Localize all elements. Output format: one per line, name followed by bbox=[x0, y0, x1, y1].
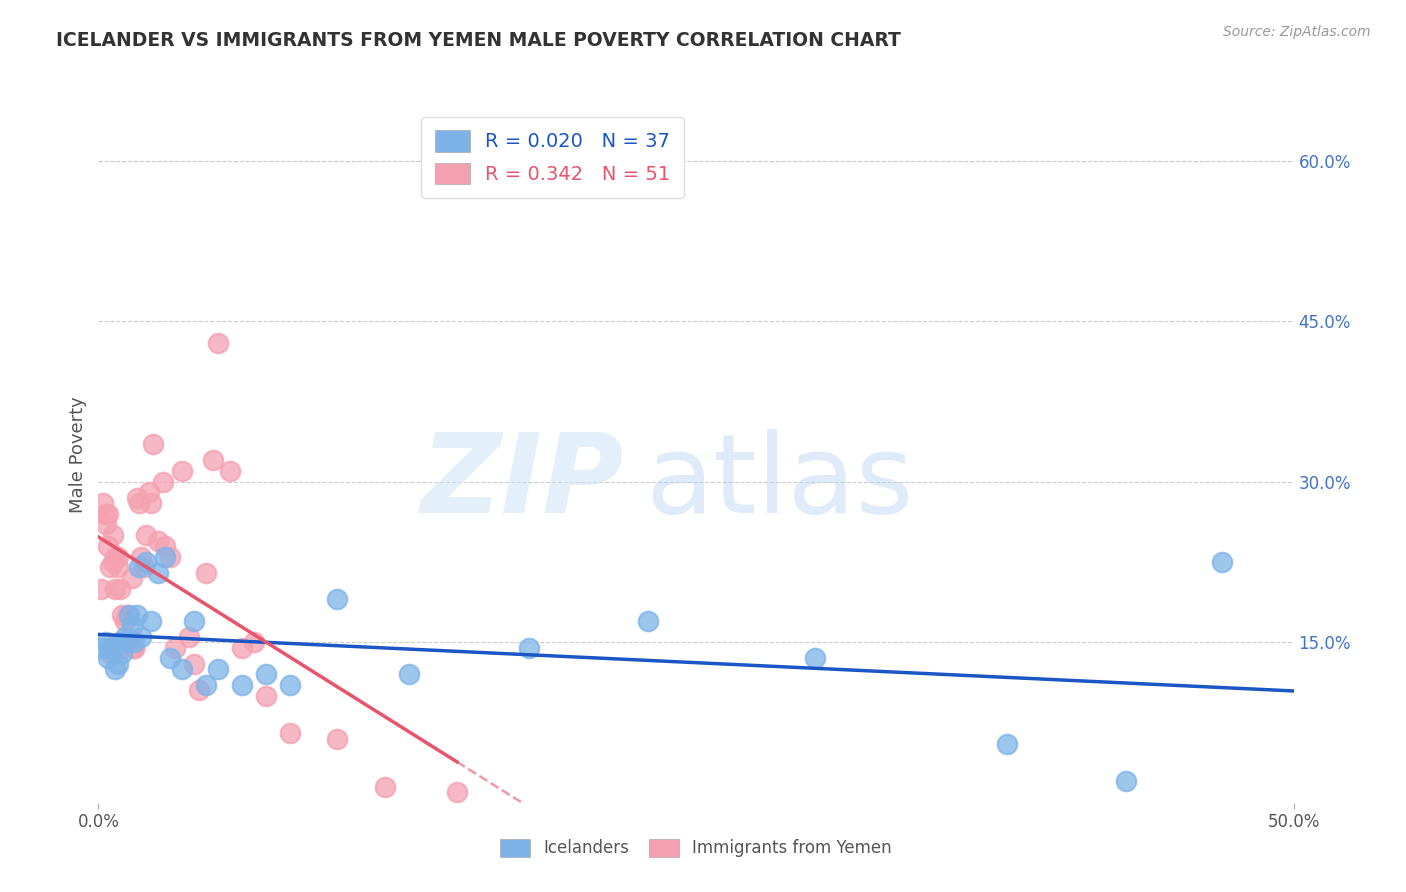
Legend: Icelanders, Immigrants from Yemen: Icelanders, Immigrants from Yemen bbox=[494, 832, 898, 864]
Point bbox=[243, 635, 266, 649]
Point bbox=[517, 640, 540, 655]
Point bbox=[1211, 555, 1233, 569]
Point bbox=[131, 549, 153, 564]
Point bbox=[104, 582, 127, 596]
Point bbox=[90, 582, 112, 596]
Point bbox=[91, 496, 114, 510]
Point bbox=[97, 651, 120, 665]
Text: ZIP: ZIP bbox=[420, 429, 624, 536]
Point bbox=[326, 731, 349, 746]
Point bbox=[128, 560, 150, 574]
Point bbox=[114, 614, 136, 628]
Point bbox=[278, 726, 301, 740]
Point bbox=[124, 635, 146, 649]
Point bbox=[108, 582, 131, 596]
Point bbox=[94, 507, 117, 521]
Point bbox=[101, 640, 124, 655]
Point bbox=[398, 667, 420, 681]
Point bbox=[125, 608, 148, 623]
Point bbox=[111, 646, 134, 660]
Point bbox=[231, 678, 253, 692]
Point bbox=[1115, 774, 1137, 789]
Point bbox=[94, 635, 117, 649]
Point bbox=[124, 640, 146, 655]
Point bbox=[111, 608, 134, 623]
Point bbox=[124, 640, 146, 655]
Point bbox=[326, 592, 349, 607]
Text: Source: ZipAtlas.com: Source: ZipAtlas.com bbox=[1223, 25, 1371, 39]
Point bbox=[183, 614, 205, 628]
Point bbox=[115, 608, 138, 623]
Point bbox=[155, 549, 177, 564]
Point bbox=[159, 651, 181, 665]
Point bbox=[139, 496, 162, 510]
Point bbox=[995, 737, 1018, 751]
Point bbox=[804, 651, 827, 665]
Point bbox=[278, 678, 301, 692]
Point bbox=[114, 630, 136, 644]
Point bbox=[172, 662, 194, 676]
Point bbox=[98, 640, 122, 655]
Text: atlas: atlas bbox=[645, 429, 914, 536]
Y-axis label: Male Poverty: Male Poverty bbox=[69, 397, 87, 513]
Point bbox=[135, 555, 157, 569]
Point bbox=[111, 640, 134, 655]
Point bbox=[107, 549, 129, 564]
Point bbox=[104, 549, 127, 564]
Point bbox=[118, 608, 141, 623]
Point bbox=[139, 614, 162, 628]
Point bbox=[254, 689, 277, 703]
Point bbox=[195, 566, 218, 580]
Point bbox=[183, 657, 205, 671]
Point bbox=[101, 555, 124, 569]
Point bbox=[195, 678, 218, 692]
Point bbox=[101, 528, 124, 542]
Point bbox=[121, 619, 143, 633]
Point bbox=[108, 635, 131, 649]
Point bbox=[128, 496, 150, 510]
Point bbox=[132, 560, 155, 574]
Point bbox=[254, 667, 277, 681]
Point bbox=[374, 780, 396, 794]
Point bbox=[163, 640, 186, 655]
Point bbox=[131, 630, 153, 644]
Point bbox=[138, 485, 160, 500]
Point bbox=[104, 662, 127, 676]
Text: ICELANDER VS IMMIGRANTS FROM YEMEN MALE POVERTY CORRELATION CHART: ICELANDER VS IMMIGRANTS FROM YEMEN MALE … bbox=[56, 31, 901, 50]
Point bbox=[202, 453, 225, 467]
Point bbox=[118, 635, 141, 649]
Point bbox=[98, 646, 122, 660]
Point bbox=[187, 683, 209, 698]
Point bbox=[121, 571, 143, 585]
Point bbox=[155, 539, 177, 553]
Point bbox=[115, 635, 138, 649]
Point bbox=[172, 464, 194, 478]
Point bbox=[107, 560, 129, 574]
Point bbox=[159, 549, 181, 564]
Point bbox=[207, 662, 229, 676]
Point bbox=[637, 614, 659, 628]
Point bbox=[97, 539, 120, 553]
Point bbox=[125, 491, 148, 505]
Point bbox=[107, 657, 129, 671]
Point bbox=[219, 464, 242, 478]
Point bbox=[152, 475, 174, 489]
Point bbox=[135, 528, 157, 542]
Point bbox=[148, 533, 170, 548]
Point bbox=[207, 335, 229, 350]
Point bbox=[91, 640, 114, 655]
Point bbox=[142, 437, 165, 451]
Point bbox=[231, 640, 253, 655]
Point bbox=[97, 507, 120, 521]
Point bbox=[98, 560, 122, 574]
Point bbox=[446, 785, 468, 799]
Point bbox=[94, 517, 117, 532]
Point bbox=[179, 630, 201, 644]
Point bbox=[148, 566, 170, 580]
